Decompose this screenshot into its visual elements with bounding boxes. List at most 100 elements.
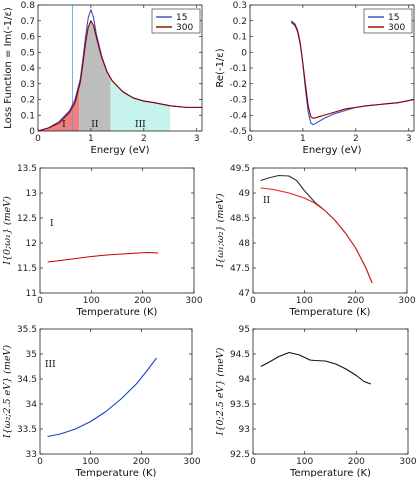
y-axis-label: I{0;ω₁} (meV) bbox=[2, 196, 13, 266]
chart-II: 0 100 200 300 47 47.5 48 48.5 49 49.5 Temperature … bbox=[215, 164, 416, 318]
y-tick-label: 93 bbox=[239, 425, 250, 435]
y-tick-label: 48 bbox=[239, 239, 251, 249]
panel-annotation: III bbox=[45, 360, 56, 370]
y-tick-label: 11.5 bbox=[17, 264, 37, 274]
x-axis-label: Temperature (K) bbox=[289, 468, 371, 477]
panel-annotation: II bbox=[263, 196, 271, 206]
y-tick-label: 0.4 bbox=[21, 64, 36, 74]
y-tick-label: 0 bbox=[29, 127, 35, 137]
y-tick-label: 94.5 bbox=[230, 350, 250, 360]
series-line bbox=[260, 187, 373, 284]
x-tick-label: 3 bbox=[194, 134, 200, 144]
y-tick-label: 94 bbox=[239, 375, 251, 385]
y-tick-label: 47 bbox=[239, 289, 250, 299]
y-tick-label: 0.6 bbox=[21, 33, 36, 43]
y-tick-label: -0.4 bbox=[229, 111, 247, 121]
y-tick-label: 13.5 bbox=[17, 164, 37, 174]
y-tick-label: 34.5 bbox=[17, 375, 37, 385]
x-tick-label: 3 bbox=[406, 134, 412, 144]
x-tick-label: 0 bbox=[37, 296, 43, 306]
y-tick-label: 11 bbox=[26, 289, 37, 299]
y-tick-label: 0.7 bbox=[21, 17, 35, 27]
y-tick-label: 95 bbox=[239, 325, 250, 335]
y-tick-label: 49.5 bbox=[230, 164, 250, 174]
x-axis-label: Temperature (K) bbox=[75, 468, 157, 477]
series-line bbox=[260, 351, 371, 385]
chart-III: 0 100 200 300 33 33.5 34 34.5 35 35.5 Temperature … bbox=[2, 325, 201, 477]
y-axis-label: I{ω₂;2.5 eV} (meV) bbox=[2, 345, 13, 439]
y-tick-label: 47.5 bbox=[230, 264, 250, 274]
x-tick-label: 100 bbox=[296, 296, 313, 306]
y-tick-label: 49 bbox=[239, 189, 251, 199]
x-tick-label: 2 bbox=[141, 134, 147, 144]
x-tick-label: 2 bbox=[353, 134, 359, 144]
x-axis-label: Temperature (K) bbox=[289, 307, 371, 318]
x-tick-label: 200 bbox=[133, 457, 150, 467]
x-axis-label: Energy (eV) bbox=[303, 145, 362, 156]
x-tick-label: 300 bbox=[183, 457, 200, 467]
series-line bbox=[290, 20, 415, 126]
y-tick-label: 0.1 bbox=[21, 111, 35, 121]
y-axis-label: I{0;2.5 eV} (meV) bbox=[215, 347, 226, 436]
plot-frame bbox=[252, 167, 408, 294]
legend-label: 300 bbox=[176, 23, 193, 33]
chart-re: 0 1 2 3 -0.5 -0.4 -0.3 -0.2 -0.1 0 0.1 0.2 0.3 Energy… bbox=[215, 1, 415, 156]
x-tick-label: 1 bbox=[88, 134, 94, 144]
chart-I: 0 100 200 300 11 11.5 12 12.5 13 13.5 Temperature … bbox=[2, 164, 203, 318]
legend-label: 15 bbox=[388, 13, 399, 23]
x-tick-label: 200 bbox=[134, 296, 151, 306]
y-tick-label: -0.3 bbox=[229, 96, 247, 106]
plot-frame bbox=[252, 328, 409, 455]
y-tick-label: 0.2 bbox=[21, 96, 35, 106]
y-tick-label: 92.5 bbox=[230, 450, 250, 460]
x-tick-label: 0 bbox=[250, 457, 256, 467]
y-tick-label: 0.1 bbox=[233, 33, 247, 43]
y-tick-label: 13 bbox=[26, 189, 37, 199]
series-line bbox=[47, 251, 159, 263]
legend-label: 15 bbox=[176, 13, 187, 23]
x-axis-label: Temperature (K) bbox=[76, 307, 158, 318]
region-I bbox=[38, 86, 80, 131]
x-tick-label: 100 bbox=[82, 457, 99, 467]
y-tick-label: 35 bbox=[26, 350, 37, 360]
legend-label: 300 bbox=[388, 23, 405, 33]
y-tick-label: 33.5 bbox=[17, 425, 37, 435]
x-tick-label: 0 bbox=[250, 296, 256, 306]
x-tick-label: 0 bbox=[35, 134, 41, 144]
x-tick-label: 300 bbox=[399, 457, 416, 467]
x-tick-label: 0 bbox=[247, 134, 253, 144]
y-tick-label: 0.3 bbox=[233, 1, 247, 11]
chart-IV: 0 100 200 300 92.5 93 93.5 94 94.5 95 Temperature … bbox=[215, 325, 416, 477]
series-line bbox=[47, 357, 157, 438]
series-line bbox=[37, 20, 202, 132]
region-label: I bbox=[62, 120, 66, 130]
x-tick-label: 200 bbox=[348, 457, 365, 467]
y-axis-label: Loss Function = Im(-1/ε) bbox=[3, 7, 14, 129]
y-tick-label: 0 bbox=[241, 48, 247, 58]
y-tick-label: 12 bbox=[26, 239, 37, 249]
y-tick-label: -0.1 bbox=[229, 64, 247, 74]
region-label: II bbox=[91, 120, 99, 130]
plot-frame bbox=[39, 167, 195, 294]
x-axis-label: Energy (eV) bbox=[91, 145, 150, 156]
y-tick-label: 34 bbox=[26, 400, 38, 410]
region-label: III bbox=[135, 120, 146, 130]
y-tick-label: 0.8 bbox=[21, 1, 36, 11]
legend-box bbox=[363, 8, 413, 34]
panel-annotation: I bbox=[50, 219, 54, 229]
y-tick-label: 93.5 bbox=[230, 400, 250, 410]
x-tick-label: 200 bbox=[347, 296, 364, 306]
y-axis-label: I{ω₁;ω₂} (meV) bbox=[215, 193, 226, 268]
x-tick-label: 100 bbox=[296, 457, 313, 467]
x-tick-label: 300 bbox=[398, 296, 415, 306]
y-tick-label: 48.5 bbox=[230, 214, 250, 224]
region-II bbox=[79, 20, 111, 131]
y-tick-label: -0.2 bbox=[229, 80, 247, 90]
series-line bbox=[290, 21, 415, 119]
series-line bbox=[260, 174, 373, 284]
y-tick-label: 0.3 bbox=[21, 80, 35, 90]
x-tick-label: 300 bbox=[185, 296, 202, 306]
